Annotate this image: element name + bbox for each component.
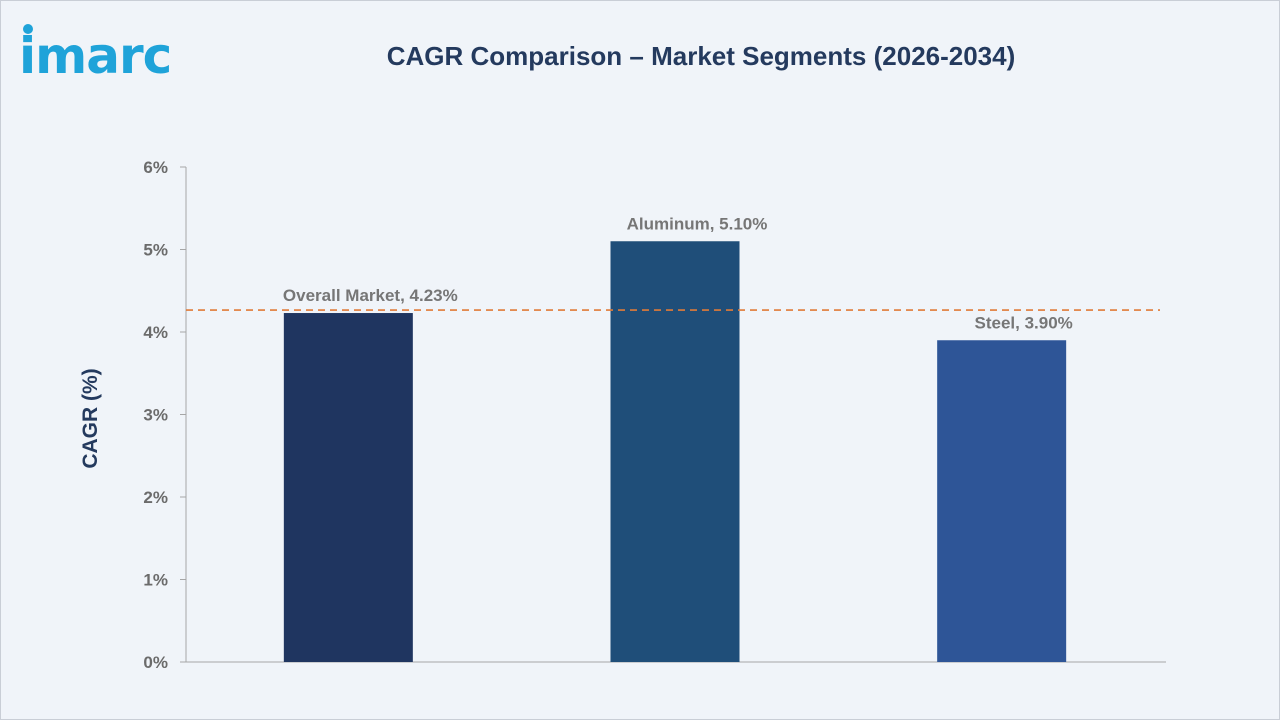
logo-graphic: imarc: [19, 24, 172, 85]
y-tick-label: 2%: [143, 488, 168, 507]
data-label: Steel, 3.90%: [975, 313, 1073, 332]
y-tick-label: 0%: [143, 653, 168, 672]
y-tick-label: 5%: [143, 241, 168, 260]
data-label: Overall Market, 4.23%: [283, 286, 458, 305]
y-tick-label: 6%: [143, 158, 168, 177]
y-tick-label: 3%: [143, 406, 168, 425]
imarc-logo: imarc: [19, 23, 209, 85]
bar-overall-market: [283, 313, 413, 662]
y-axis-title: CAGR (%): [79, 368, 102, 468]
bar-steel: [937, 340, 1067, 662]
y-tick-label: 4%: [143, 323, 168, 342]
y-tick-label: 1%: [143, 571, 168, 590]
chart-title: CAGR Comparison – Market Segments (2026-…: [386, 41, 1016, 71]
logo-text: imarc: [19, 27, 171, 83]
bar-aluminum: [610, 241, 740, 662]
data-label: Aluminum, 5.10%: [627, 214, 768, 233]
